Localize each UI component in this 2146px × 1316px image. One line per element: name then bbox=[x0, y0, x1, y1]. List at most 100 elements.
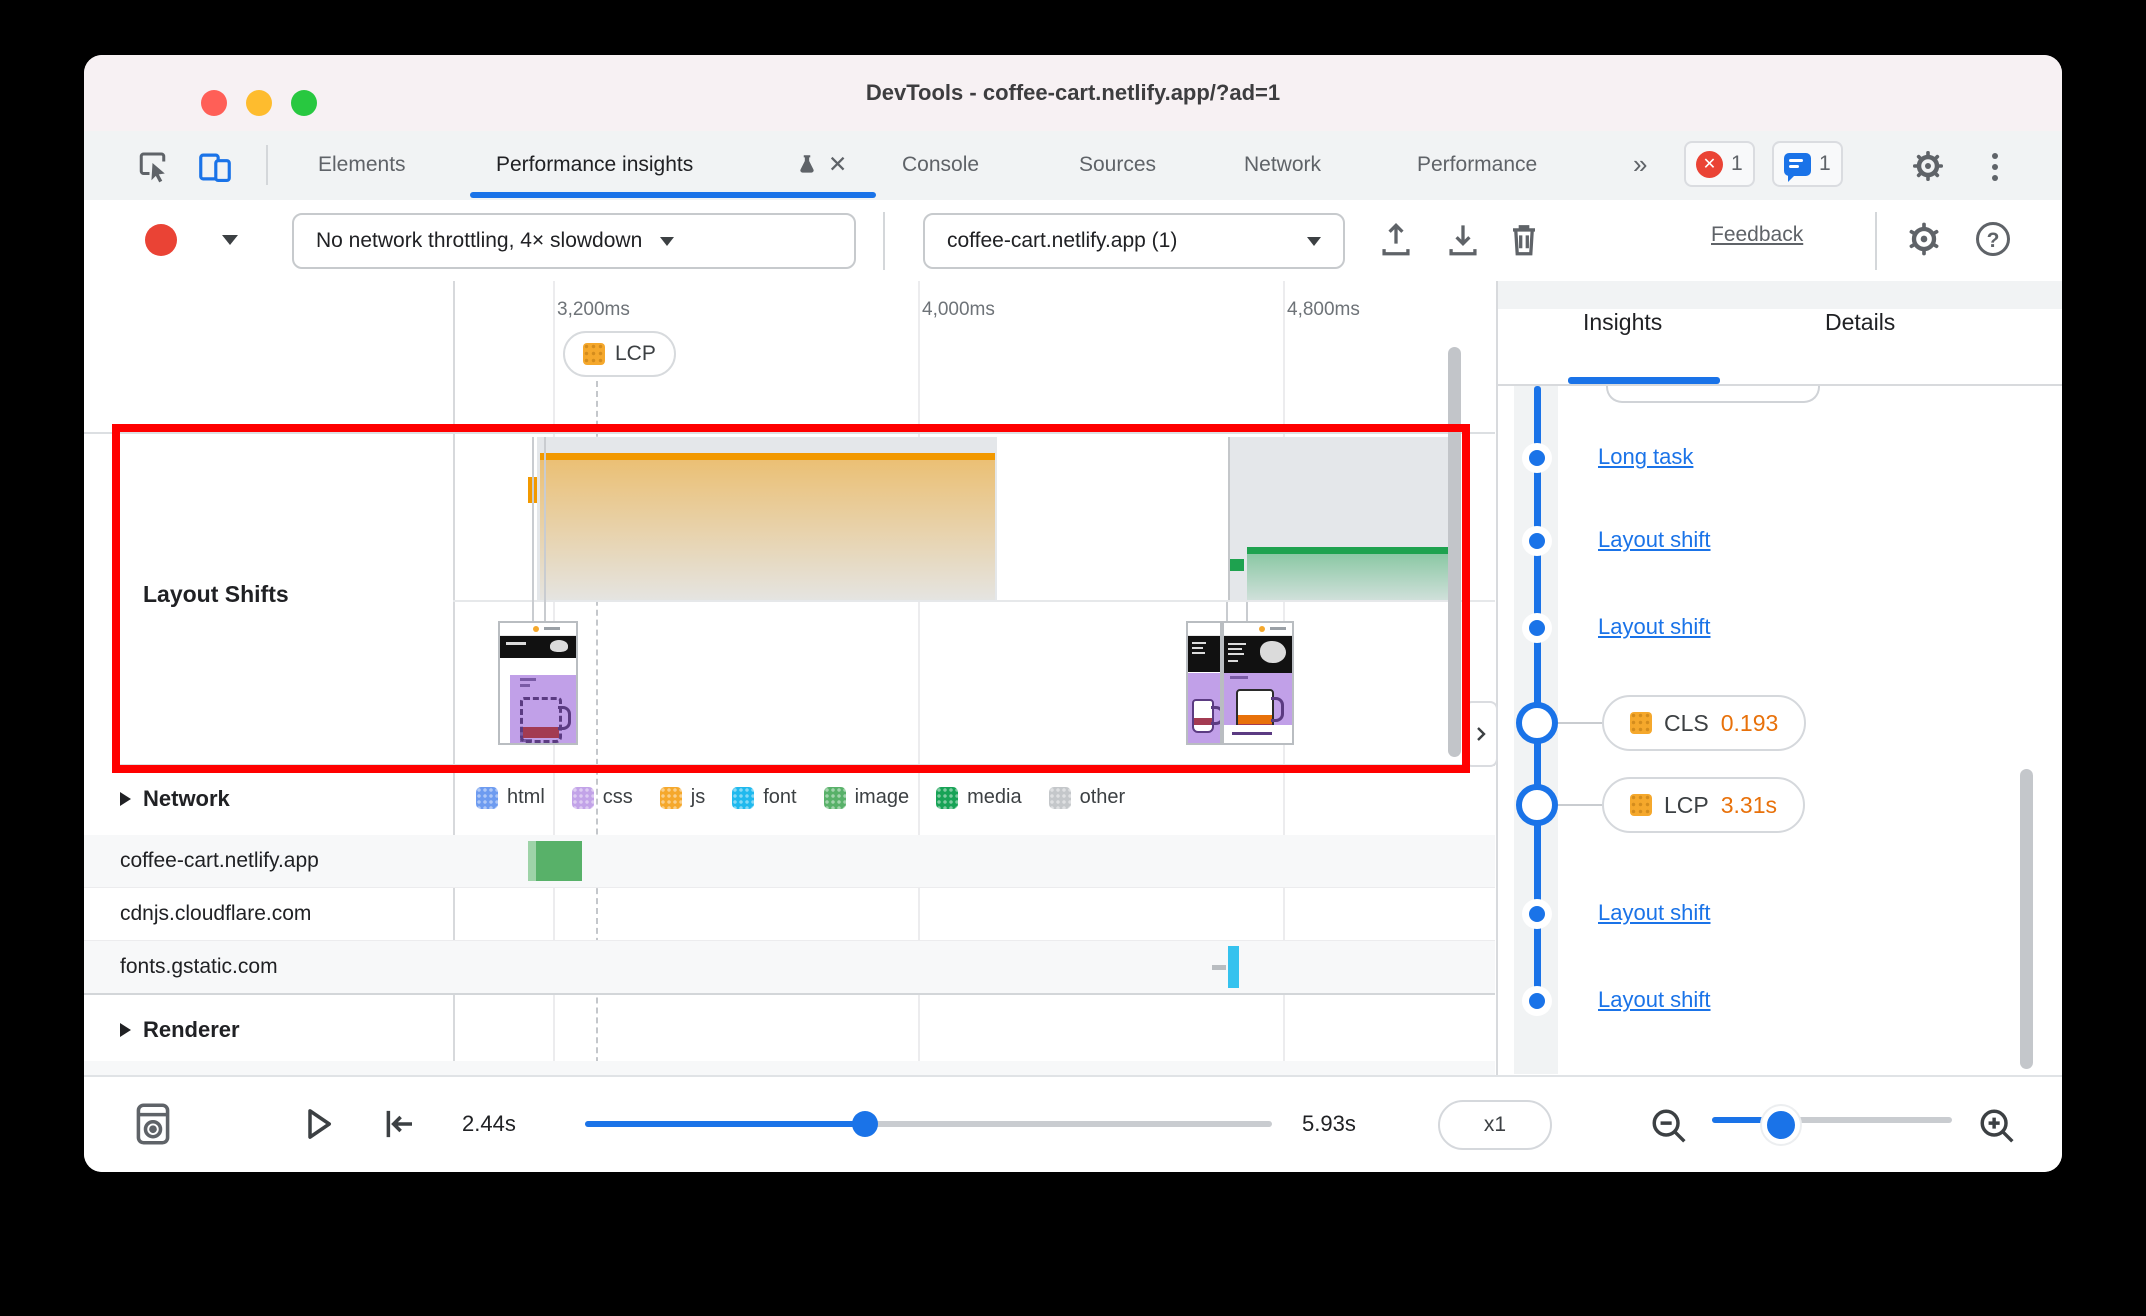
sidebar-active-tab-underline bbox=[1568, 377, 1720, 384]
layout-shift-dot[interactable] bbox=[1529, 993, 1545, 1009]
tab-details[interactable]: Details bbox=[1825, 309, 1896, 335]
lcp-marker-circle[interactable] bbox=[1516, 784, 1558, 826]
device-toolbar-icon[interactable] bbox=[196, 148, 234, 186]
ruler-tick-4000ms: 4,000ms bbox=[922, 299, 995, 320]
network-throttling-select[interactable]: No network throttling, 4× slowdown bbox=[292, 213, 856, 269]
panel-settings-gear-icon[interactable] bbox=[1904, 219, 1944, 259]
long-task-link[interactable]: Long task bbox=[1598, 444, 1694, 469]
play-button[interactable] bbox=[296, 1103, 338, 1145]
request-bar-image[interactable] bbox=[536, 841, 582, 881]
network-section-header[interactable]: Network bbox=[120, 786, 230, 812]
network-row[interactable]: coffee-cart.netlify.app bbox=[84, 835, 1495, 888]
layout-shift-dot[interactable] bbox=[1529, 906, 1545, 922]
page-select[interactable]: coffee-cart.netlify.app (1) bbox=[923, 213, 1345, 269]
throttle-value: No network throttling, 4× slowdown bbox=[316, 229, 643, 252]
record-button[interactable] bbox=[145, 224, 177, 256]
layout-shift-green-bar-body[interactable] bbox=[1247, 554, 1452, 600]
cls-label: CLS bbox=[1664, 709, 1709, 736]
minimize-window-button[interactable] bbox=[246, 90, 272, 116]
network-row[interactable]: cdnjs.cloudflare.com bbox=[84, 888, 1495, 941]
layout-shift-dot[interactable] bbox=[1529, 533, 1545, 549]
tab-network[interactable]: Network bbox=[1244, 153, 1322, 176]
tab-performance-insights[interactable]: Performance insights bbox=[496, 153, 694, 176]
error-count: 1 bbox=[1731, 152, 1743, 175]
layout-shift-bar-top[interactable] bbox=[540, 453, 995, 460]
active-tab-underline bbox=[470, 192, 876, 198]
playback-speed-button[interactable]: x1 bbox=[1438, 1100, 1552, 1150]
layout-shift-link[interactable]: Layout shift bbox=[1598, 527, 1711, 552]
zoom-slider-thumb[interactable] bbox=[1762, 1106, 1800, 1144]
cls-marker-circle[interactable] bbox=[1516, 702, 1558, 744]
request-bar-font[interactable] bbox=[1228, 946, 1239, 988]
sidebar-top-strip bbox=[1498, 281, 2062, 309]
renderer-section-label: Renderer bbox=[143, 1017, 240, 1042]
layout-shift-dot[interactable] bbox=[1529, 620, 1545, 636]
record-options-caret-icon[interactable] bbox=[222, 235, 238, 245]
layout-shifts-track-label[interactable]: Layout Shifts bbox=[143, 581, 289, 607]
page-screenshot-thumbnail[interactable] bbox=[498, 621, 578, 745]
sidebar-scrollbar[interactable] bbox=[2020, 769, 2033, 1069]
tab-insights[interactable]: Insights bbox=[1583, 309, 1663, 335]
more-tabs-chevron[interactable]: » bbox=[1633, 149, 1648, 179]
thumbnail-banner bbox=[500, 636, 576, 658]
cls-swatch-icon bbox=[1630, 712, 1652, 734]
help-icon[interactable]: ? bbox=[1976, 222, 2010, 256]
page-screenshot-thumbnail[interactable] bbox=[1186, 621, 1222, 745]
error-icon: ✕ bbox=[1696, 150, 1723, 178]
gridline-dashed-marker bbox=[596, 381, 600, 1093]
connector bbox=[1558, 804, 1602, 806]
vertical-scrollbar[interactable] bbox=[1448, 347, 1461, 757]
tab-elements[interactable]: Elements bbox=[318, 153, 406, 176]
chevron-down-icon bbox=[1307, 236, 1321, 246]
delete-trace-icon[interactable] bbox=[1502, 218, 1546, 262]
current-time-label: 2.44s bbox=[462, 1111, 516, 1136]
tab-performance[interactable]: Performance bbox=[1417, 153, 1538, 176]
request-bar-light[interactable] bbox=[528, 841, 538, 881]
feedback-link[interactable]: Feedback bbox=[1711, 223, 1804, 246]
lcp-metric-pill[interactable]: LCP 3.31s bbox=[1602, 777, 1806, 833]
network-legend: html css js font image media other bbox=[476, 786, 1125, 809]
network-row[interactable]: fonts.gstatic.com bbox=[84, 941, 1495, 994]
layout-shift-bar-body[interactable] bbox=[540, 460, 995, 600]
layout-shift-link[interactable]: Layout shift bbox=[1598, 987, 1711, 1012]
import-trace-icon[interactable] bbox=[1441, 218, 1485, 262]
connector bbox=[1558, 722, 1602, 724]
playback-slider-thumb[interactable] bbox=[852, 1111, 878, 1137]
issues-badge[interactable]: 1 bbox=[1772, 141, 1843, 187]
lcp-label: LCP bbox=[1664, 791, 1709, 818]
page-screenshot-thumbnail[interactable] bbox=[1222, 621, 1294, 745]
export-trace-icon[interactable] bbox=[1374, 218, 1418, 262]
inspect-element-icon[interactable] bbox=[136, 148, 172, 184]
skip-to-start-button[interactable] bbox=[376, 1103, 420, 1145]
more-options-menu-icon[interactable] bbox=[1992, 153, 1998, 186]
screenshot-connector-line bbox=[544, 437, 546, 623]
thumbnail-caption bbox=[1224, 725, 1292, 743]
tab-console[interactable]: Console bbox=[902, 153, 980, 176]
settings-gear-icon[interactable] bbox=[1910, 148, 1946, 184]
layout-shift-green-small-event[interactable] bbox=[1230, 559, 1244, 571]
zoom-slider-track[interactable] bbox=[1712, 1117, 1952, 1123]
thumbnail-banner bbox=[1188, 636, 1220, 672]
zoom-out-icon[interactable] bbox=[1646, 1103, 1692, 1149]
layout-shift-green-bar-top[interactable] bbox=[1247, 547, 1452, 554]
long-task-dot[interactable] bbox=[1529, 450, 1545, 466]
network-section-label: Network bbox=[143, 786, 230, 811]
lcp-value: 3.31s bbox=[1720, 791, 1778, 818]
close-window-button[interactable] bbox=[201, 90, 227, 116]
tab-sources[interactable]: Sources bbox=[1079, 153, 1157, 176]
cls-metric-pill[interactable]: CLS 0.193 bbox=[1602, 695, 1807, 751]
network-row-label: coffee-cart.netlify.app bbox=[120, 849, 319, 872]
lcp-marker-badge[interactable]: LCP bbox=[563, 331, 676, 377]
layout-shift-link[interactable]: Layout shift bbox=[1598, 614, 1711, 639]
zoom-in-icon[interactable] bbox=[1974, 1103, 2020, 1149]
renderer-section-header[interactable]: Renderer bbox=[120, 1017, 240, 1043]
screenshot-preview-icon[interactable] bbox=[128, 1099, 178, 1149]
console-errors-badge[interactable]: ✕ 1 bbox=[1684, 141, 1755, 187]
ruler-tick-4800ms: 4,800ms bbox=[1287, 299, 1360, 320]
zoom-window-button[interactable] bbox=[291, 90, 317, 116]
layout-shift-link[interactable]: Layout shift bbox=[1598, 900, 1711, 925]
scrolled-pill-partial[interactable] bbox=[1606, 386, 1820, 403]
playback-slider-track[interactable] bbox=[585, 1121, 1272, 1127]
thumbnail-content bbox=[1224, 673, 1292, 687]
close-tab-icon[interactable]: ✕ bbox=[828, 151, 848, 177]
